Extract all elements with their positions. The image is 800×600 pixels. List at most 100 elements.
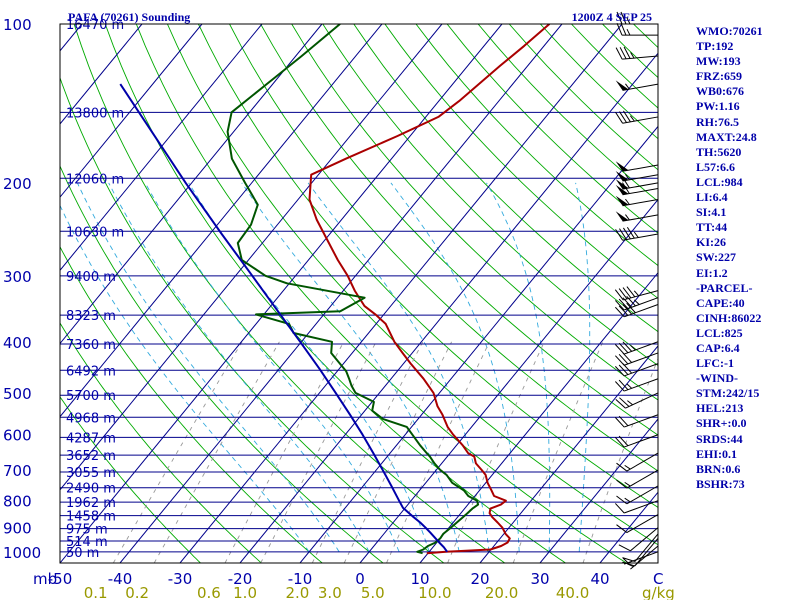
pressure-tick-label: 400 <box>3 334 32 352</box>
dry-adiabat <box>60 76 445 563</box>
isotherm <box>60 24 323 345</box>
index-line: WB0:676 <box>696 84 744 99</box>
plot-area <box>60 24 658 563</box>
wind-barb <box>615 211 659 222</box>
isotherm <box>60 24 383 418</box>
wind-barb <box>615 414 659 428</box>
height-label: 6492 m <box>66 364 116 379</box>
wind-barb <box>615 80 659 91</box>
mixing-ratio-line <box>153 341 280 563</box>
index-line: -WIND- <box>696 371 738 386</box>
height-label: 3055 m <box>66 466 116 481</box>
height-label: 10630 m <box>66 225 124 240</box>
isotherm <box>60 24 263 272</box>
time-label: 1200Z 4 SEP 25 <box>572 10 652 24</box>
index-line: STM:242/15 <box>696 386 760 401</box>
wind-barb <box>615 341 659 355</box>
index-line: FRZ:659 <box>696 69 742 84</box>
index-line: MAXT:24.8 <box>696 129 757 144</box>
isotherm <box>539 418 658 563</box>
pressure-units-label: mb <box>33 570 57 588</box>
temperature-units-label: C <box>653 570 663 588</box>
index-line: TT:44 <box>696 220 728 235</box>
wind-barb <box>615 392 659 409</box>
wind-barb <box>615 195 659 207</box>
wind-barb <box>615 46 659 60</box>
temperature-tick-label: -30 <box>168 570 193 588</box>
wind-barb <box>622 533 659 562</box>
index-line: WMO:70261 <box>696 24 763 38</box>
height-label: 3652 m <box>66 449 116 464</box>
dry-adiabat <box>60 396 201 563</box>
wind-barb <box>615 161 659 172</box>
pressure-tick-label: 600 <box>3 427 32 445</box>
indices-panel: WMO:70261 TP:192 MW:193 FRZ:659 WB0:676 PW:1.… <box>696 24 800 492</box>
mixing-ratio-line <box>260 341 377 563</box>
wind-barb <box>616 22 658 36</box>
moist-adiabat <box>188 182 430 552</box>
temperature-tick-label: 20 <box>470 570 489 588</box>
pressure-tick-label: 200 <box>3 175 32 193</box>
height-label: 514 m <box>66 535 108 550</box>
index-line: L57:6.6 <box>696 159 735 174</box>
wind-barb <box>616 514 659 533</box>
height-label: 1458 m <box>66 510 116 525</box>
mixing-ratio-label: 10.0 <box>418 584 451 600</box>
mixing-ratio-label: 0.6 <box>197 584 221 600</box>
isotherm <box>179 24 623 563</box>
wind-barb <box>615 500 659 514</box>
index-line: LCL:984 <box>696 174 743 189</box>
index-line: CINH:86022 <box>696 310 762 325</box>
index-line: BRN:0.6 <box>696 461 741 476</box>
index-line: HEL:213 <box>696 401 744 416</box>
mixing-ratio-label: 5.0 <box>361 584 385 600</box>
height-label: 4287 m <box>66 431 116 446</box>
mixing-ratio-line <box>582 357 658 563</box>
dewpoint-line <box>226 24 480 555</box>
dry-adiabat <box>291 24 658 401</box>
index-line: LFC:-1 <box>696 356 734 371</box>
mixing-ratio-label: 0.1 <box>84 584 108 600</box>
mixing-ratio-label: 40.0 <box>556 584 589 600</box>
height-label: 12060 m <box>66 172 124 187</box>
isotherm <box>419 271 658 563</box>
mixing-ratio-line <box>447 341 545 563</box>
temperature-tick-label: -20 <box>228 570 253 588</box>
temperature-line <box>308 24 551 555</box>
height-label: 1962 m <box>66 496 116 511</box>
wind-barb <box>615 171 659 182</box>
isotherm <box>0 24 22 563</box>
parcel-line <box>119 83 449 553</box>
index-line: MW:193 <box>696 54 741 69</box>
height-label: 50 m <box>66 546 99 561</box>
index-line: TH:5620 <box>696 144 742 159</box>
temperature-tick-label: 30 <box>530 570 549 588</box>
mixing-ratio-label: 20.0 <box>485 584 518 600</box>
pressure-tick-label: 100 <box>3 16 32 34</box>
wind-barb <box>615 226 659 241</box>
moist-adiabat <box>575 182 591 552</box>
isotherm <box>479 345 658 563</box>
isotherm <box>60 24 443 491</box>
pressure-tick-label: 300 <box>3 268 32 286</box>
moist-adiabat <box>486 182 551 552</box>
index-line: LI:6.4 <box>696 190 728 205</box>
dry-adiabat <box>322 24 658 367</box>
height-label: 5700 m <box>66 389 116 404</box>
station-title: PAFA (70261) Sounding <box>68 10 190 24</box>
wind-barb <box>615 110 659 124</box>
wind-barb <box>615 352 659 366</box>
height-label: 8323 m <box>66 309 116 324</box>
dry-adiabat <box>60 245 323 563</box>
dry-adiabat <box>384 24 658 299</box>
index-line: RH:76.5 <box>696 114 739 129</box>
wind-barb <box>615 378 659 392</box>
dry-adiabat <box>260 24 658 436</box>
index-line: LCL:825 <box>696 325 743 340</box>
temperature-tick-label: -50 <box>48 570 73 588</box>
mixing-ratio-label: 3.0 <box>318 584 342 600</box>
isotherm <box>60 24 203 198</box>
pressure-tick-label: 500 <box>3 385 32 403</box>
mixing-ratio-line <box>224 341 345 563</box>
temperature-tick-label: -40 <box>108 570 133 588</box>
